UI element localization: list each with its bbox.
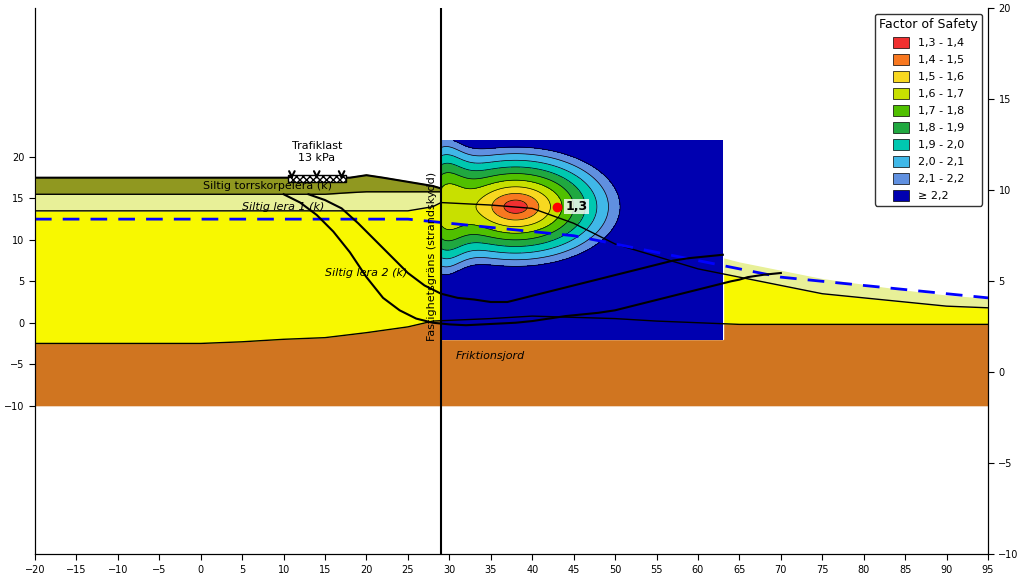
Text: Siltig torrskorpelera (k): Siltig torrskorpelera (k) <box>203 181 331 191</box>
Polygon shape <box>35 316 988 406</box>
Text: Trafiklast
13 kPa: Trafiklast 13 kPa <box>292 141 342 163</box>
Polygon shape <box>441 140 723 339</box>
Legend: 1,3 - 1,4, 1,4 - 1,5, 1,5 - 1,6, 1,6 - 1,7, 1,7 - 1,8, 1,8 - 1,9, 1,9 - 2,0, 2,0: 1,3 - 1,4, 1,4 - 1,5, 1,5 - 1,6, 1,6 - 1… <box>875 14 982 206</box>
Bar <box>287 175 346 182</box>
Polygon shape <box>35 175 441 195</box>
Text: 1,3: 1,3 <box>566 200 587 213</box>
Text: Siltig lera 2 (k): Siltig lera 2 (k) <box>325 268 407 278</box>
Text: Siltig lera 1 (k): Siltig lera 1 (k) <box>242 201 324 212</box>
Polygon shape <box>35 192 988 308</box>
Text: Friktionsjord: Friktionsjord <box>456 351 526 361</box>
Text: Fastighetsgräns (strandskydd): Fastighetsgräns (strandskydd) <box>427 172 437 341</box>
Polygon shape <box>35 203 988 343</box>
